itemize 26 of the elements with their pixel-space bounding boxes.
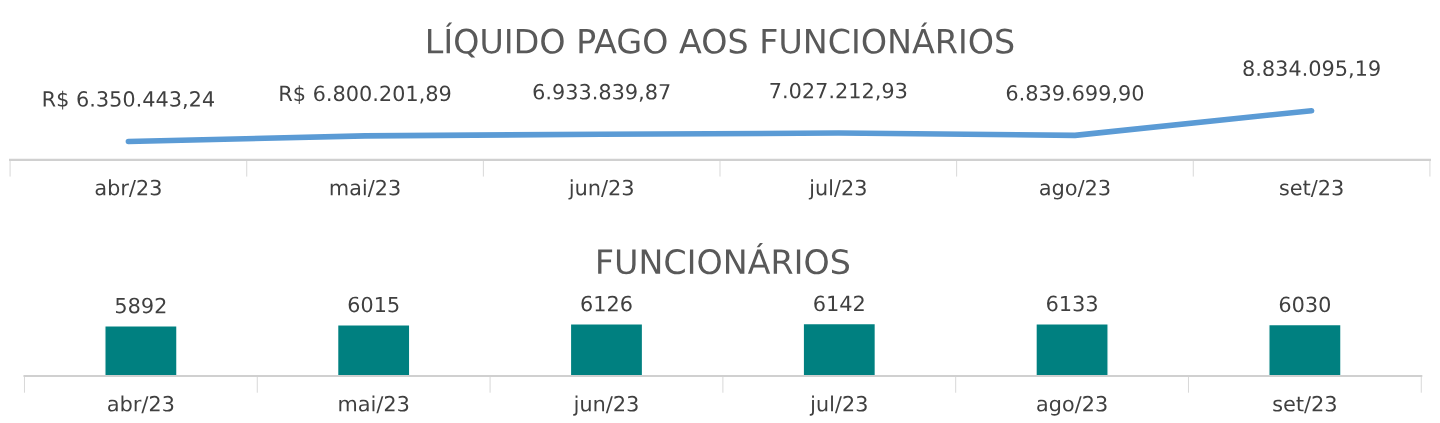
x-tick-label: abr/23 bbox=[108, 395, 174, 414]
x-tick-label: set/23 bbox=[1280, 179, 1343, 198]
data-label: 7.027.212,93 bbox=[770, 82, 907, 101]
x-tick-label: abr/23 bbox=[95, 179, 161, 198]
data-label: R$ 6.800.201,89 bbox=[280, 85, 451, 105]
data-label: 6.839.699,90 bbox=[1006, 85, 1144, 103]
x-tick-label: mai/23 bbox=[339, 395, 409, 414]
data-label: R$ 6.350.443,24 bbox=[43, 90, 214, 110]
data-label: 5892 bbox=[115, 297, 166, 314]
data-label: 8.834.095,19 bbox=[1243, 60, 1380, 79]
x-tick-label: mai/23 bbox=[330, 179, 400, 198]
x-tick-label: jul/23 bbox=[808, 179, 866, 200]
data-label: 6142 bbox=[814, 295, 864, 312]
x-tick-label: set/23 bbox=[1273, 395, 1336, 414]
x-tick-label: ago/23 bbox=[1040, 179, 1110, 200]
data-label: 6015 bbox=[348, 296, 399, 313]
x-tick-label: jun/23 bbox=[568, 179, 633, 200]
x-tick-label: jun/23 bbox=[573, 395, 638, 416]
data-label: 6.933.839,87 bbox=[533, 83, 670, 102]
data-label: 6126 bbox=[581, 295, 632, 312]
x-tick-label: ago/23 bbox=[1037, 395, 1107, 416]
chart-title: LÍQUIDO PAGO AOS FUNCIONÁRIOS bbox=[428, 22, 1014, 58]
data-label: 6030 bbox=[1279, 296, 1331, 313]
x-tick-label: jul/23 bbox=[809, 395, 867, 416]
data-label: 6133 bbox=[1047, 295, 1097, 312]
chart-title: FUNCIONÁRIOS bbox=[598, 243, 849, 275]
